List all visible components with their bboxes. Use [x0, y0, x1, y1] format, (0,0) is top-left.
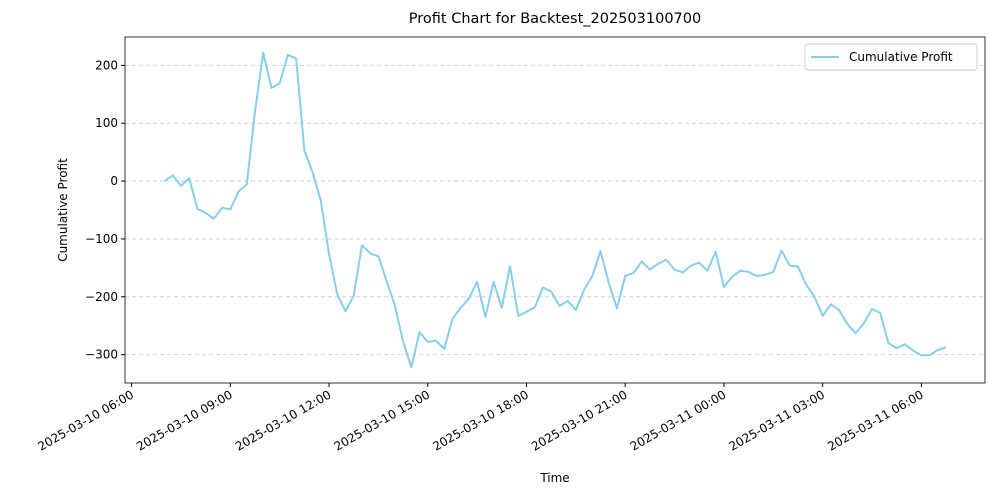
y-tick-label: −100	[85, 232, 118, 246]
x-tick-label: 2025-03-10 09:00	[134, 387, 235, 453]
x-tick-label: 2025-03-11 03:00	[727, 387, 828, 453]
y-tick-label: 100	[95, 116, 118, 130]
plot-frame	[124, 36, 986, 384]
y-axis-label: Cumulative Profit	[56, 158, 70, 262]
chart-title: Profit Chart for Backtest_202503100700	[409, 11, 701, 27]
series-line	[163, 51, 947, 369]
x-tick-label: 2025-03-11 00:00	[628, 387, 729, 453]
legend-label: Cumulative Profit	[849, 50, 953, 64]
x-tick-label: 2025-03-10 06:00	[35, 387, 136, 453]
y-tick-label: 200	[95, 58, 118, 72]
x-tick-label: 2025-03-10 21:00	[529, 387, 630, 453]
x-tick-label: 2025-03-10 15:00	[332, 387, 433, 453]
x-tick-label: 2025-03-10 18:00	[430, 387, 531, 453]
x-axis-label: Time	[539, 471, 569, 485]
x-tick-label: 2025-03-11 06:00	[825, 387, 926, 453]
y-tick-label: −300	[85, 348, 118, 362]
y-tick-label: −200	[85, 290, 118, 304]
x-tick-label: 2025-03-10 12:00	[233, 387, 334, 453]
legend-box	[804, 43, 978, 71]
y-tick-label: 0	[110, 174, 118, 188]
